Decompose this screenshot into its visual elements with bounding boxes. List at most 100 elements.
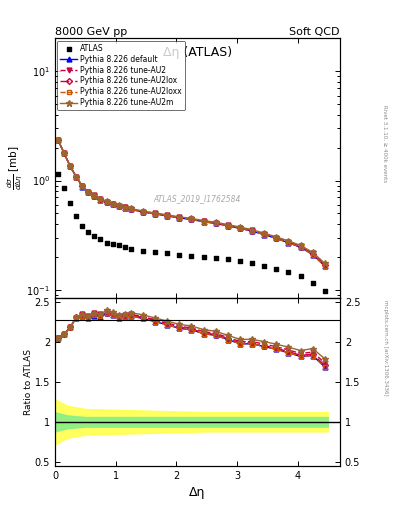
ATLAS xyxy=(249,259,255,267)
Pythia 8.226 tune-AU2loxx xyxy=(298,244,303,250)
ATLAS xyxy=(152,248,158,257)
Pythia 8.226 tune-AU2loxx xyxy=(74,174,79,180)
Pythia 8.226 default xyxy=(310,251,315,258)
Pythia 8.226 tune-AU2 xyxy=(213,220,218,226)
Pythia 8.226 default xyxy=(262,231,266,238)
Pythia 8.226 tune-AU2 xyxy=(310,250,315,257)
ATLAS xyxy=(213,254,219,262)
Pythia 8.226 tune-AU2loxx xyxy=(237,225,242,231)
Pythia 8.226 tune-AU2lox xyxy=(68,163,73,169)
Pythia 8.226 tune-AU2m xyxy=(237,224,242,230)
Text: Δη (ATLAS): Δη (ATLAS) xyxy=(163,46,232,59)
Line: Pythia 8.226 tune-AU2m: Pythia 8.226 tune-AU2m xyxy=(55,137,328,267)
Pythia 8.226 tune-AU2loxx xyxy=(286,240,291,246)
Text: 8000 GeV pp: 8000 GeV pp xyxy=(55,27,127,37)
Pythia 8.226 tune-AU2 xyxy=(237,225,242,231)
Pythia 8.226 tune-AU2loxx xyxy=(250,228,254,234)
Pythia 8.226 tune-AU2m xyxy=(310,249,315,255)
Pythia 8.226 tune-AU2lox xyxy=(165,212,169,219)
ATLAS xyxy=(164,249,170,258)
Pythia 8.226 tune-AU2loxx xyxy=(86,189,91,195)
Pythia 8.226 default xyxy=(104,199,109,205)
Text: mcplots.cern.ch [arXiv:1306.3436]: mcplots.cern.ch [arXiv:1306.3436] xyxy=(383,301,387,396)
Pythia 8.226 default xyxy=(177,215,182,221)
Pythia 8.226 default xyxy=(74,174,79,180)
Pythia 8.226 tune-AU2loxx xyxy=(122,205,127,211)
ATLAS xyxy=(200,253,207,261)
Pythia 8.226 tune-AU2lox xyxy=(80,183,84,189)
Pythia 8.226 default xyxy=(62,150,66,156)
Pythia 8.226 tune-AU2lox xyxy=(92,193,97,199)
Pythia 8.226 default xyxy=(189,217,194,223)
Pythia 8.226 tune-AU2lox xyxy=(116,203,121,209)
Pythia 8.226 tune-AU2 xyxy=(62,150,66,156)
Pythia 8.226 tune-AU2loxx xyxy=(129,206,133,212)
Pythia 8.226 tune-AU2lox xyxy=(286,239,291,245)
Pythia 8.226 tune-AU2m xyxy=(74,174,79,180)
Text: Soft QCD: Soft QCD xyxy=(290,27,340,37)
Pythia 8.226 tune-AU2m xyxy=(141,208,145,214)
Pythia 8.226 tune-AU2 xyxy=(165,212,169,219)
Pythia 8.226 default xyxy=(68,163,73,169)
Pythia 8.226 tune-AU2loxx xyxy=(153,211,158,217)
Pythia 8.226 tune-AU2lox xyxy=(237,225,242,231)
Pythia 8.226 tune-AU2lox xyxy=(153,210,158,217)
ATLAS xyxy=(285,268,292,276)
Pythia 8.226 tune-AU2lox xyxy=(201,219,206,225)
Pythia 8.226 tune-AU2m xyxy=(165,212,169,218)
Y-axis label: Ratio to ATLAS: Ratio to ATLAS xyxy=(24,349,33,415)
Pythia 8.226 tune-AU2 xyxy=(153,210,158,217)
Pythia 8.226 default xyxy=(165,213,169,219)
Pythia 8.226 tune-AU2loxx xyxy=(141,209,145,215)
Pythia 8.226 tune-AU2 xyxy=(92,193,97,199)
Pythia 8.226 tune-AU2m xyxy=(177,214,182,220)
Pythia 8.226 tune-AU2m xyxy=(226,222,230,228)
Pythia 8.226 default xyxy=(213,220,218,226)
ATLAS xyxy=(128,245,134,253)
Line: Pythia 8.226 tune-AU2loxx: Pythia 8.226 tune-AU2loxx xyxy=(56,138,327,268)
Pythia 8.226 tune-AU2loxx xyxy=(56,137,61,143)
Pythia 8.226 tune-AU2 xyxy=(56,137,61,143)
Pythia 8.226 tune-AU2 xyxy=(262,231,266,237)
Pythia 8.226 tune-AU2loxx xyxy=(201,219,206,225)
Pythia 8.226 tune-AU2m xyxy=(262,230,266,236)
Pythia 8.226 tune-AU2m xyxy=(62,150,66,156)
ATLAS xyxy=(61,184,67,193)
Pythia 8.226 tune-AU2 xyxy=(86,188,91,195)
Pythia 8.226 tune-AU2m xyxy=(274,234,279,240)
Pythia 8.226 tune-AU2loxx xyxy=(189,217,194,223)
Pythia 8.226 tune-AU2m xyxy=(286,238,291,244)
Pythia 8.226 tune-AU2loxx xyxy=(322,263,327,269)
Pythia 8.226 tune-AU2loxx xyxy=(104,199,109,205)
Pythia 8.226 default xyxy=(56,137,61,143)
ATLAS xyxy=(225,255,231,264)
Pythia 8.226 tune-AU2lox xyxy=(56,137,61,143)
Pythia 8.226 tune-AU2m xyxy=(104,198,109,204)
ATLAS xyxy=(116,241,122,249)
Pythia 8.226 tune-AU2m xyxy=(298,242,303,248)
Pythia 8.226 default xyxy=(116,203,121,209)
Pythia 8.226 tune-AU2lox xyxy=(322,262,327,268)
Pythia 8.226 tune-AU2loxx xyxy=(262,231,266,238)
Pythia 8.226 default xyxy=(86,189,91,196)
Pythia 8.226 default xyxy=(153,211,158,217)
Pythia 8.226 tune-AU2loxx xyxy=(177,215,182,221)
Pythia 8.226 default xyxy=(201,219,206,225)
Pythia 8.226 tune-AU2loxx xyxy=(68,163,73,169)
Pythia 8.226 tune-AU2lox xyxy=(310,251,315,257)
Pythia 8.226 tune-AU2lox xyxy=(262,231,266,238)
Line: Pythia 8.226 tune-AU2: Pythia 8.226 tune-AU2 xyxy=(56,138,327,267)
Pythia 8.226 tune-AU2loxx xyxy=(165,213,169,219)
ATLAS xyxy=(91,232,97,240)
Pythia 8.226 tune-AU2 xyxy=(74,174,79,180)
Pythia 8.226 tune-AU2loxx xyxy=(213,220,218,226)
Pythia 8.226 tune-AU2 xyxy=(226,222,230,228)
ATLAS xyxy=(79,222,85,230)
Pythia 8.226 tune-AU2lox xyxy=(129,206,133,212)
Pythia 8.226 tune-AU2m xyxy=(129,205,133,211)
Pythia 8.226 tune-AU2loxx xyxy=(98,196,103,202)
ATLAS xyxy=(140,247,146,255)
Pythia 8.226 default xyxy=(250,228,254,234)
Pythia 8.226 tune-AU2lox xyxy=(110,201,115,207)
Pythia 8.226 tune-AU2lox xyxy=(177,215,182,221)
